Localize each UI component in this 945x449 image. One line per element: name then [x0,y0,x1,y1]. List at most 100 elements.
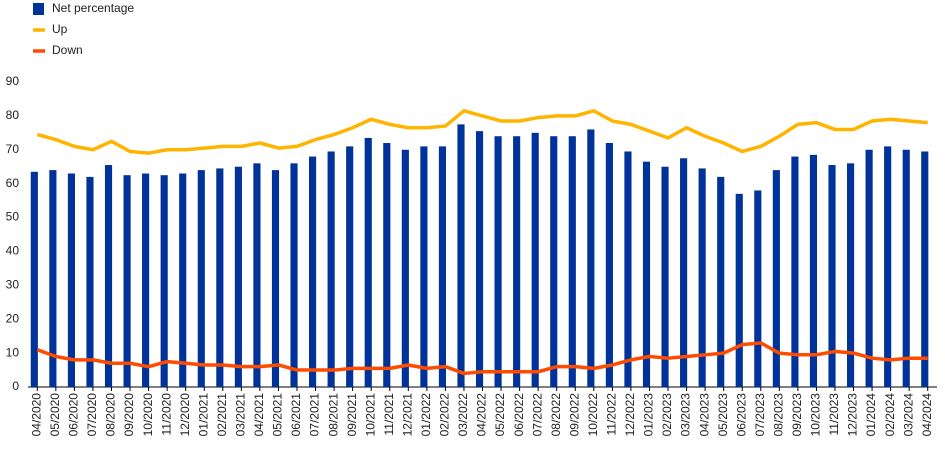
bar [865,149,873,387]
x-tick-label: 12/2021 [400,393,414,437]
y-tick-label: 80 [6,108,20,122]
x-tick-label: 03/2024 [901,393,915,437]
bar [86,176,94,387]
x-tick-label: 09/2020 [122,393,136,437]
bar [550,136,558,387]
y-tick-label: 0 [12,379,19,393]
legend-swatch [33,3,44,15]
bar [253,163,261,387]
x-tick-label: 07/2021 [308,393,322,437]
x-tick-label: 12/2023 [846,393,860,437]
x-tick-label: 05/2020 [48,393,62,437]
y-tick-label: 40 [6,244,20,258]
x-tick-label: 03/2022 [456,393,470,437]
line [36,341,928,376]
x-tick-label: 04/2020 [29,393,43,437]
bar [142,173,150,387]
x-tick-label: 09/2022 [567,393,581,437]
x-tick-label: 06/2020 [67,393,81,437]
x-tick-label: 06/2022 [512,393,526,437]
bar [587,129,595,387]
x-tick-label: 10/2021 [363,393,377,437]
bar [438,146,447,387]
legend-label: Up [52,22,68,36]
bar [846,163,855,387]
x-tick-label: 09/2023 [790,393,804,437]
x-tick-label: 07/2023 [753,393,767,437]
bar [809,154,818,387]
x-tick-label: 07/2022 [530,393,544,437]
bar [123,175,131,387]
x-tick-label: 01/2024 [864,393,878,437]
y-tick-label: 50 [6,210,20,224]
y-tick-label: 30 [6,278,20,292]
x-tick-label: 01/2022 [419,393,433,437]
bar [216,168,224,387]
x-tick-label: 01/2021 [196,393,210,437]
x-tick-label: 06/2021 [289,393,303,437]
bar [828,165,836,387]
bar [902,149,910,387]
bar [661,166,669,387]
y-tick-label: 20 [6,311,20,325]
x-tick-label: 10/2020 [141,393,155,437]
x-tick-label: 12/2020 [178,393,192,437]
x-tick-label: 10/2023 [809,393,823,437]
bar [642,161,651,387]
bar [420,146,428,387]
x-tick-label: 08/2020 [104,393,118,437]
bar [717,176,725,387]
line [36,109,928,155]
x-tick-label: 06/2023 [734,393,748,437]
bar [346,146,354,387]
x-tick-label: 02/2021 [215,393,229,437]
x-tick-label: 10/2022 [586,393,600,437]
bar [513,136,521,387]
x-tick-label: 04/2024 [920,393,934,437]
bar [680,158,688,387]
x-tick-label: 08/2021 [326,393,340,437]
x-tick-label: 05/2022 [493,393,507,437]
x-tick-label: 03/2021 [234,393,248,437]
bar [624,151,632,387]
bar [160,175,168,387]
x-tick-label: 03/2023 [679,393,693,437]
x-tick-label: 08/2023 [771,393,785,437]
bar [197,170,205,387]
x-tick-label: 04/2022 [475,393,489,437]
x-tick-label: 02/2022 [438,393,452,437]
bar [884,146,892,387]
y-tick-label: 10 [6,345,20,359]
x-tick-label: 11/2020 [159,393,173,436]
legend-label: Down [52,43,83,57]
y-tick-label: 90 [6,74,20,88]
x-tick-label: 12/2022 [623,393,637,437]
bar [735,193,743,387]
bar [271,170,280,387]
bar [104,165,113,387]
bar [383,143,391,387]
bar [327,151,335,387]
x-tick-label: 09/2021 [345,393,359,437]
bar [772,170,780,387]
bar [568,136,576,387]
legend-label: Net percentage [52,1,134,15]
x-tick-label: 11/2022 [605,393,619,436]
bar [179,173,187,387]
bar [49,170,57,387]
x-tick-label: 05/2023 [716,393,730,437]
x-tick-label: 08/2022 [549,393,563,437]
bar [30,171,38,387]
y-tick-label: 60 [6,176,20,190]
bar [698,168,706,387]
x-tick-label: 02/2023 [660,393,674,437]
bar [791,156,799,387]
bar [754,190,762,387]
bar [67,173,75,387]
bar [401,149,409,387]
bar [290,163,298,387]
bar [921,151,929,387]
bar [234,166,242,387]
